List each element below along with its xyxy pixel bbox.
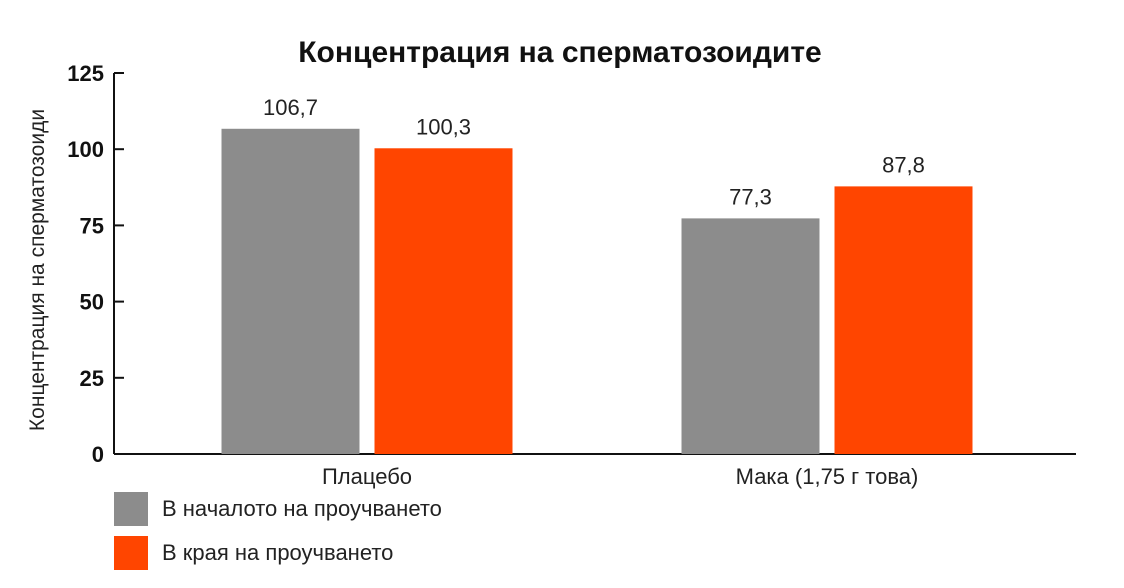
y-tick-label: 125 (67, 61, 104, 86)
y-tick-label: 50 (80, 290, 104, 315)
chart-title: Концентрация на сперматозоидите (298, 36, 822, 69)
data-label: 100,3 (416, 114, 471, 139)
legend-swatch-end (114, 536, 148, 570)
bar (834, 186, 973, 454)
legend-label-end: В края на проучването (162, 540, 394, 565)
bar (374, 148, 513, 455)
legend-swatch-baseline (114, 492, 148, 526)
bar (221, 128, 360, 455)
bar (681, 218, 820, 454)
legend-item-end: В края на проучването (114, 536, 442, 570)
x-tick-label: Мака (1,75 г това) (736, 464, 919, 489)
data-label: 87,8 (882, 152, 925, 177)
bars: 106,7 100,3 77,3 87,8 (221, 95, 973, 455)
x-tick-label: Плацебо (322, 464, 412, 489)
axes: 0 25 50 75 100 125 Плацебо Мака (1,75 г това) (67, 61, 1076, 489)
legend-item-baseline: В началото на проучването (114, 492, 442, 526)
y-axis-label: Концентрация на сперматозоиди (26, 109, 49, 431)
y-tick-label: 100 (67, 137, 104, 162)
legend: В началото на проучването В края на проу… (114, 492, 442, 580)
legend-label-baseline: В началото на проучването (162, 496, 442, 521)
y-tick-label: 75 (80, 213, 104, 238)
y-tick-label: 0 (92, 442, 104, 467)
y-tick-label: 25 (80, 366, 104, 391)
data-label: 106,7 (263, 95, 318, 120)
data-label: 77,3 (729, 184, 772, 209)
